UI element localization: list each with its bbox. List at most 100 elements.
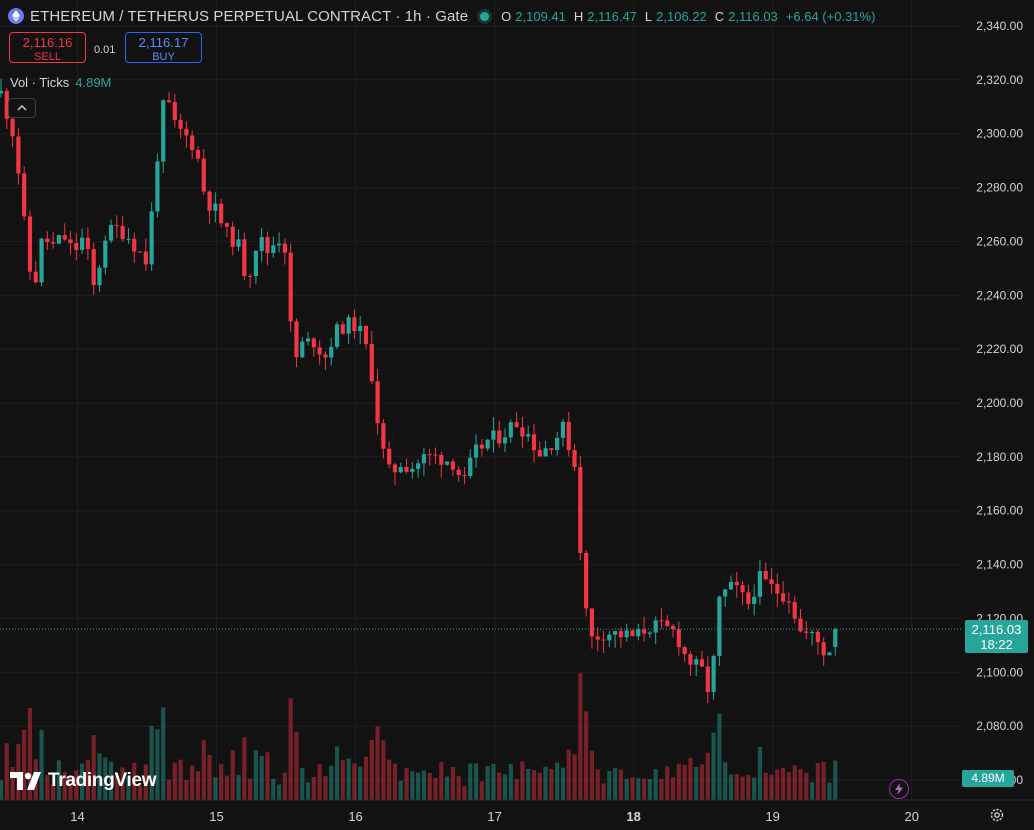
candle-body xyxy=(781,593,786,602)
candle-body xyxy=(161,100,166,162)
candlesticks xyxy=(0,78,838,703)
volume-bar xyxy=(572,754,577,800)
candle-body xyxy=(190,135,195,151)
candle-body xyxy=(746,592,751,604)
candle-body xyxy=(10,118,15,137)
volume-bar xyxy=(363,756,369,800)
symbol-legend[interactable]: ETHEREUM / TETHERUS PERPETUAL CONTRACT ·… xyxy=(8,6,879,26)
volume-bar xyxy=(45,775,50,800)
tradingview-logo[interactable]: TradingView xyxy=(10,770,157,792)
volume-bar xyxy=(236,774,241,800)
candle-body xyxy=(427,454,432,456)
candle-body xyxy=(27,216,33,272)
price-tick-label: 2,240.00 xyxy=(976,288,1023,302)
candle-body xyxy=(85,237,90,250)
volume-bar xyxy=(416,772,421,800)
volume-bar xyxy=(300,768,305,800)
price-tick-label: 2,260.00 xyxy=(976,234,1023,248)
candle-body xyxy=(491,430,496,440)
collapse-legend-button[interactable] xyxy=(8,98,36,118)
candle-body xyxy=(641,629,647,634)
buy-button[interactable]: 2,116.17 BUY xyxy=(125,32,202,63)
price-tick-label: 2,220.00 xyxy=(976,342,1023,356)
volume-bar xyxy=(114,775,119,800)
candle-body xyxy=(120,225,125,240)
volume-bar xyxy=(468,763,473,800)
candle-body xyxy=(317,347,322,355)
candle-body xyxy=(323,354,328,358)
candle-body xyxy=(462,475,467,477)
tradingview-icon xyxy=(10,772,41,790)
volume-bar xyxy=(39,729,44,800)
volume-bar xyxy=(317,764,322,800)
volume-bar xyxy=(711,732,716,800)
candle-body xyxy=(265,237,270,254)
volume-bar xyxy=(815,763,820,800)
candle-body xyxy=(659,620,664,622)
symbol-title[interactable]: ETHEREUM / TETHERUS PERPETUAL CONTRACT ·… xyxy=(30,7,469,25)
volume-bar xyxy=(798,769,803,800)
candle-body xyxy=(769,579,774,585)
candle-body xyxy=(16,136,21,174)
candle-body xyxy=(230,226,235,247)
volume-bar xyxy=(329,765,334,800)
low-value: 2,106.22 xyxy=(656,8,707,24)
candle-body xyxy=(549,448,554,451)
volume-bar xyxy=(132,762,137,800)
ethereum-icon xyxy=(8,8,24,24)
volume-bar xyxy=(346,758,351,800)
candle-body xyxy=(775,584,780,594)
volume-bar xyxy=(103,757,108,800)
volume-bar xyxy=(833,760,838,800)
candle-body xyxy=(56,235,62,244)
candle-body xyxy=(526,434,531,437)
candle-body xyxy=(277,243,282,246)
candle-body xyxy=(792,602,797,619)
candle-body xyxy=(178,119,183,129)
volume-bar xyxy=(757,747,763,800)
volume-value-tag: 4.89M xyxy=(962,770,1014,787)
candle-body xyxy=(387,448,392,465)
price-tick-label: 2,340.00 xyxy=(976,19,1023,33)
gear-icon[interactable] xyxy=(989,807,1005,823)
volume-bar xyxy=(404,767,409,800)
time-tick-label: 19 xyxy=(765,809,779,824)
volume-bar xyxy=(91,735,96,800)
candle-body xyxy=(473,444,479,458)
volume-bar xyxy=(781,767,786,800)
volume-bar xyxy=(143,764,148,800)
volume-bar xyxy=(543,766,548,800)
low-key: L xyxy=(644,8,653,24)
volume-bar xyxy=(555,762,560,800)
candle-body xyxy=(757,570,763,597)
volume-bar xyxy=(439,762,444,800)
time-tick-label: 20 xyxy=(904,809,918,824)
volume-bar xyxy=(456,776,461,800)
candle-body xyxy=(132,238,137,252)
candle-body xyxy=(219,203,224,224)
candle-body xyxy=(740,585,745,593)
lightning-icon[interactable] xyxy=(889,779,909,799)
candle-body xyxy=(421,454,427,464)
volume-legend[interactable]: Vol · Ticks 4.89M xyxy=(10,75,111,90)
volume-bar xyxy=(485,765,490,800)
candle-body xyxy=(607,634,612,641)
sell-button[interactable]: 2,116.16 SELL xyxy=(9,32,86,63)
candle-body xyxy=(340,324,345,334)
bar-countdown: 18:22 xyxy=(980,637,1013,652)
time-axis: 14 15 16 17 18 19 20 xyxy=(0,799,1034,824)
volume-bar xyxy=(190,765,195,800)
time-tick-label: 16 xyxy=(348,809,362,824)
volume-bar xyxy=(473,763,479,800)
volume-bar xyxy=(769,774,774,800)
volume-bar xyxy=(641,778,647,800)
candle-body xyxy=(97,267,102,286)
candle-body xyxy=(468,457,473,477)
volume-bar xyxy=(172,762,177,800)
candle-body xyxy=(155,161,160,212)
candle-body xyxy=(670,625,676,630)
volume-bar xyxy=(601,783,606,800)
volume-bar xyxy=(184,780,189,800)
volume-bar xyxy=(630,777,635,800)
